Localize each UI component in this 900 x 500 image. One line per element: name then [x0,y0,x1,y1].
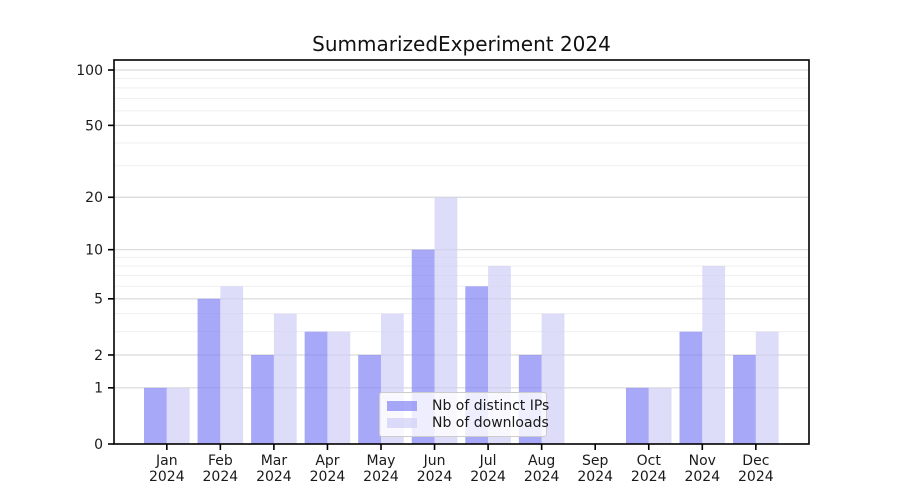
x-tick-label-year-oct: 2024 [631,469,667,485]
legend-item-distinct-ips: Nb of distinct IPs [380,398,550,414]
x-tick-label-year-sep: 2024 [577,469,613,485]
chart-title: SummarizedExperiment 2024 [312,32,611,56]
x-tick-label-year-dec: 2024 [738,469,774,485]
x-tick-label-month-mar: Mar [261,453,288,469]
bar-dec-downloads [755,331,779,444]
legend-swatch-distinct-ips [387,401,417,411]
x-tick-label-month-jan: Jan [155,453,178,469]
x-tick-label-month-aug: Aug [528,453,555,469]
legend: Nb of distinct IPs Nb of downloads [379,392,550,437]
x-tick-label-year-aug: 2024 [524,469,560,485]
y-tick-label-100: 100 [76,63,103,79]
bar-aug-downloads [541,313,565,444]
bar-nov-distinct-ips [679,331,703,444]
x-tick-label-year-apr: 2024 [310,469,346,485]
y-tick-label-2: 2 [94,348,103,364]
x-tick-label-year-feb: 2024 [203,469,239,485]
x-tick-label-month-nov: Nov [689,453,716,469]
x-tick-label-year-may: 2024 [363,469,399,485]
x-tick-label-month-jun: Jun [423,453,446,469]
x-tick-label-month-apr: Apr [315,453,339,469]
legend-item-downloads: Nb of downloads [380,415,549,431]
plot-border [113,59,810,445]
y-tick-label-0: 0 [94,437,103,453]
legend-label-downloads: Nb of downloads [432,415,549,431]
x-tick-label-month-sep: Sep [582,453,609,469]
y-tick-label-1: 1 [94,381,103,397]
bar-dec-distinct-ips [733,354,756,444]
bar-feb-distinct-ips [197,298,221,444]
x-tick-label-month-feb: Feb [208,453,233,469]
bar-nov-downloads [702,265,726,444]
y-tick-label-10: 10 [85,243,103,259]
bar-mar-distinct-ips [251,354,274,444]
bar-apr-distinct-ips [304,331,328,444]
bar-oct-distinct-ips [625,387,649,444]
x-tick-label-year-mar: 2024 [256,469,292,485]
x-tick-label-month-oct: Oct [637,453,662,469]
bar-mar-downloads [273,313,297,444]
bar-jan-distinct-ips [144,387,167,444]
x-tick-label-year-jan: 2024 [149,469,185,485]
bar-apr-downloads [327,331,351,444]
bar-oct-downloads [648,387,672,444]
x-tick-label-year-jun: 2024 [417,469,453,485]
bar-may-distinct-ips [358,354,381,444]
bar-feb-downloads [220,286,244,444]
x-tick-label-month-jul: Jul [479,453,497,469]
y-tick-label-50: 50 [85,118,103,134]
legend-swatch-downloads [387,418,417,428]
legend-label-distinct-ips: Nb of distinct IPs [432,398,550,414]
x-tick-label-month-dec: Dec [742,453,769,469]
x-tick-label-year-nov: 2024 [684,469,720,485]
bar-jan-downloads [166,387,190,444]
y-tick-label-20: 20 [85,190,103,206]
x-tick-label-month-may: May [367,453,396,469]
x-tick-label-year-jul: 2024 [470,469,506,485]
bar-jun-downloads [434,197,458,444]
y-tick-label-5: 5 [94,292,103,308]
